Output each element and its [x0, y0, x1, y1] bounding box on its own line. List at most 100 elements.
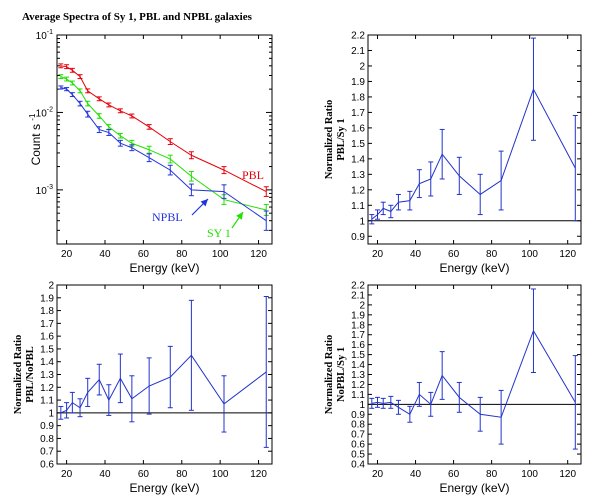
y-axis-label: PBL/NoPBL: [25, 346, 36, 403]
y-tick-label: 1.1: [351, 390, 365, 401]
error-bar: [106, 102, 112, 108]
y-tick-label: 1.1: [40, 396, 54, 407]
y-tick-label: 0.9: [40, 421, 54, 432]
y-tick-label: 1.3: [40, 370, 54, 381]
error-bar: [146, 145, 152, 154]
plot-frame: [367, 34, 582, 245]
error-bar: [188, 299, 194, 411]
error-bar: [263, 186, 269, 197]
y-tick-label: 1: [359, 400, 365, 411]
y-tick-label: 0.9: [351, 410, 365, 421]
x-tick-label: 120: [559, 469, 576, 480]
y-tick-label: 1.2: [351, 380, 365, 391]
error-bar: [428, 391, 434, 417]
error-bar: [58, 405, 64, 420]
y-tick-label: 2: [359, 300, 365, 311]
x-tick-label: 60: [448, 469, 460, 480]
error-bar: [96, 96, 102, 102]
error-bar: [77, 88, 83, 94]
x-tick-label: 100: [521, 249, 538, 260]
y-tick-label: 1.5: [40, 344, 54, 355]
y-axis-label: Normalized Ratio: [13, 335, 24, 415]
error-bar: [388, 395, 394, 409]
y-axis-label: Normalized Ratio: [324, 100, 335, 180]
error-bar: [572, 355, 578, 450]
error-bar: [77, 398, 83, 418]
error-bar: [380, 201, 386, 216]
y-tick-label: 1.2: [351, 185, 365, 196]
arrow-head: [200, 199, 208, 207]
y-tick-label: 1.4: [40, 357, 54, 368]
error-bar: [64, 402, 70, 419]
y-axis-label: PBL/Sy 1: [336, 118, 347, 160]
y-axis-label: Normalized Ratio: [324, 335, 335, 415]
y-tick-label: 1.7: [351, 330, 365, 341]
x-tick-label: 40: [410, 469, 422, 480]
plot-frame: [56, 34, 273, 245]
ratio-panel-pbl-sy1: 0.9 1 1.1 1.2 1.3 1.4 1.5 1.6 1.7 1.8 1.9 2 2.1 2.2 20…: [324, 31, 582, 275]
x-tick-label: 60: [138, 469, 150, 480]
series-line: [371, 87, 576, 220]
error-bar: [263, 296, 269, 448]
series-line: [60, 76, 267, 211]
y-tick-label: 1.5: [351, 350, 365, 361]
x-tick-label: 100: [521, 469, 538, 480]
error-bar: [58, 63, 64, 69]
x-tick-label: 60: [448, 249, 460, 260]
error-bar: [375, 209, 381, 220]
y-tick-label: 1.2: [40, 383, 54, 394]
error-bar: [85, 377, 91, 407]
error-bar: [117, 139, 123, 147]
y-tick-label: 1.6: [351, 340, 365, 351]
y-tick-label: 10-3: [36, 184, 53, 197]
error-bar: [221, 375, 227, 433]
x-axis-label: Energy (keV): [439, 481, 509, 495]
y-tick-label: 1.6: [40, 332, 54, 343]
error-bar: [572, 115, 578, 222]
error-bar: [439, 128, 445, 180]
error-bar: [146, 153, 152, 163]
error-bar: [77, 100, 83, 107]
y-tick-label: 1.4: [351, 360, 365, 371]
y-tick-label: 1.7: [351, 108, 365, 119]
y-tick-label: 1.9: [351, 77, 365, 88]
error-bar: [263, 210, 269, 231]
error-bar: [456, 156, 462, 195]
error-bar: [96, 126, 102, 134]
spectra-panel: 10-3 10-2 10-1 20 40 60 80 100 120 Energy (keV) Co…: [28, 29, 273, 275]
error-bar: [106, 384, 112, 416]
error-bar: [369, 397, 375, 409]
y-tick-label: 2.1: [351, 290, 365, 301]
error-bar: [64, 64, 70, 70]
y-axis-label: NoPBL/Sy 1: [336, 347, 347, 402]
series-line: [60, 354, 267, 414]
chart-title: Average Spectra of Sy 1, PBL and NPBL ga…: [22, 11, 253, 23]
plot-frame: [56, 284, 273, 465]
x-tick-label: 80: [176, 469, 188, 480]
x-axis-label: Energy (keV): [439, 261, 509, 275]
error-bar: [416, 169, 422, 199]
error-bar: [477, 173, 483, 216]
y-tick-label: 0.7: [40, 447, 54, 458]
error-bar: [188, 183, 194, 197]
series-line: [60, 65, 267, 193]
error-bar: [117, 353, 123, 404]
y-tick-label: 1.6: [351, 123, 365, 134]
x-tick-label: 60: [138, 249, 150, 260]
error-bar: [456, 381, 462, 413]
x-axis-label: Energy (keV): [129, 481, 199, 495]
y-tick-label: 0.5: [351, 450, 365, 461]
ratio-panel-pbl-nopbl: 0.6 0.7 0.8 0.9 11.1 1.2 1.3 1.4 1.51.6 1.7 1.8 1.9…: [13, 281, 273, 495]
error-bar: [498, 150, 504, 211]
x-tick-label: 20: [61, 469, 73, 480]
y-tick-label: 1.9: [351, 310, 365, 321]
y-tick-label: 1.1: [351, 201, 365, 212]
arrow-head: [236, 212, 243, 220]
y-tick-label: 2.1: [351, 46, 365, 57]
error-bar: [498, 389, 504, 445]
error-bar: [167, 154, 173, 164]
error-bar: [146, 124, 152, 130]
y-tick-label: 1.8: [40, 306, 54, 317]
annotation-npbl-arrow: [191, 198, 209, 216]
y-tick-label: 0.9: [351, 232, 365, 243]
